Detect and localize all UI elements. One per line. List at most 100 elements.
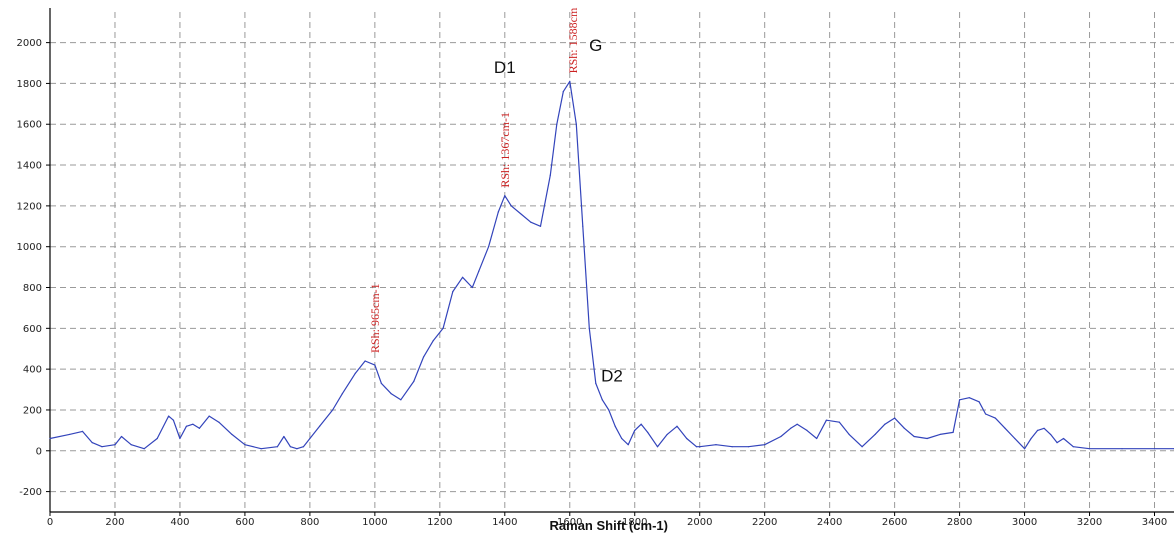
data-point: [556, 123, 558, 125]
x-tick-label: 2000: [687, 517, 712, 528]
data-point: [913, 435, 915, 438]
data-point: [958, 399, 961, 401]
data-point: [289, 446, 291, 448]
data-point: [764, 444, 766, 446]
data-point: [520, 213, 522, 215]
data-point: [302, 446, 304, 448]
data-point: [185, 425, 188, 427]
x-tick-label: 1200: [427, 517, 452, 528]
x-tick-label: 2800: [947, 517, 972, 528]
data-point: [114, 444, 116, 446]
data-point: [968, 397, 970, 399]
data-point: [341, 393, 343, 395]
data-point: [595, 382, 597, 385]
y-tick-label: 1800: [17, 79, 42, 90]
data-point: [656, 446, 659, 448]
grid: [50, 12, 1174, 512]
data-point: [825, 419, 828, 421]
data-point: [510, 205, 512, 207]
x-tick-label: 600: [235, 517, 254, 528]
data-point: [715, 444, 717, 446]
y-tick-label: 400: [23, 365, 42, 376]
data-point: [588, 327, 590, 329]
data-point: [939, 433, 941, 436]
y-tick-label: 200: [23, 405, 42, 416]
data-point: [952, 431, 954, 434]
x-tick-label: 0: [47, 517, 53, 528]
data-point: [747, 446, 750, 448]
data-point: [179, 437, 181, 440]
data-point: [530, 221, 532, 223]
data-point: [167, 415, 170, 417]
data-point: [400, 399, 402, 401]
data-point: [627, 444, 629, 446]
x-tick-label: 2400: [817, 517, 842, 528]
data-point: [1023, 448, 1026, 450]
x-axis-title: Raman Shift (cm-1): [550, 518, 668, 533]
data-point: [884, 423, 886, 425]
data-point: [1049, 433, 1052, 436]
data-point: [81, 430, 84, 432]
y-tick-label: 1400: [17, 161, 42, 172]
data-point: [91, 442, 93, 444]
peak-label: RSh: 1367cm-1: [498, 112, 512, 188]
data-point: [143, 448, 145, 450]
data-point: [569, 80, 571, 82]
data-point: [640, 423, 642, 425]
data-point: [1004, 427, 1006, 429]
data-point: [894, 417, 896, 419]
data-point: [621, 437, 623, 440]
x-tick-labels: 0 200 400 600 800 1000 1200 1400 1600 1800 2000 220…: [47, 517, 1167, 528]
data-point: [903, 427, 905, 429]
data-point: [861, 446, 863, 448]
data-point: [296, 448, 298, 450]
y-tick-label: 600: [23, 324, 42, 335]
data-point: [1036, 429, 1039, 431]
data-point: [874, 433, 876, 436]
data-point: [380, 382, 382, 385]
data-point: [390, 393, 392, 395]
data-point: [354, 372, 356, 374]
data-point: [260, 448, 262, 450]
data-point: [192, 423, 194, 425]
band-label: D1: [494, 58, 516, 77]
data-point: [309, 437, 311, 440]
x-tick-label: 1000: [362, 517, 387, 528]
data-point: [608, 409, 610, 411]
x-tick-label: 400: [170, 517, 189, 528]
data-point: [676, 425, 678, 427]
data-point: [926, 437, 928, 440]
data-point: [487, 246, 490, 248]
data-point: [699, 446, 701, 448]
data-point: [283, 435, 285, 438]
data-point: [422, 356, 425, 358]
data-point: [319, 425, 321, 427]
data-point: [666, 433, 668, 436]
x-tick-label: 1400: [492, 517, 517, 528]
y-tick-label: 2000: [17, 38, 42, 49]
x-tick-label: 800: [300, 517, 319, 528]
x-tick-label: 3000: [1012, 517, 1037, 528]
x-tick-label: 3200: [1077, 517, 1102, 528]
data-point: [686, 437, 688, 440]
data-point: [1056, 442, 1058, 444]
data-point: [984, 413, 987, 415]
data-point: [647, 431, 649, 434]
y-tick-label: -200: [19, 487, 42, 498]
data-point: [478, 270, 480, 272]
data-point: [1062, 437, 1065, 440]
y-tick-label: 1200: [17, 201, 42, 212]
data-point: [1043, 427, 1045, 429]
y-tick-label: 1000: [17, 242, 42, 253]
data-point: [1014, 437, 1016, 440]
data-point: [731, 446, 733, 448]
data-point: [1088, 448, 1091, 450]
data-point: [156, 437, 158, 440]
data-point: [549, 174, 551, 176]
data-point: [504, 195, 506, 197]
data-point: [695, 446, 698, 448]
data-point: [790, 427, 792, 429]
band-label: G: [589, 36, 602, 55]
data-point: [497, 211, 499, 213]
